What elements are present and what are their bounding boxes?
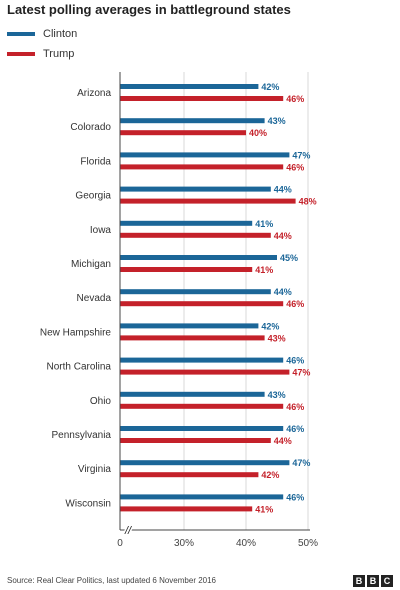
bar-clinton <box>120 494 284 500</box>
category-label: Wisconsin <box>65 498 111 509</box>
bar-clinton <box>120 84 259 89</box>
legend-item-clinton: Clinton <box>7 24 77 44</box>
data-label-clinton: 44% <box>274 185 292 195</box>
data-label-clinton: 46% <box>286 492 304 502</box>
data-label-trump: 46% <box>286 162 304 172</box>
bar-trump <box>120 438 271 443</box>
data-label-clinton: 46% <box>286 424 304 434</box>
data-label-clinton: 43% <box>268 116 286 126</box>
legend-label-clinton: Clinton <box>43 28 78 40</box>
bar-trump <box>120 472 259 478</box>
category-label: North Carolina <box>47 362 112 373</box>
bar-clinton <box>120 152 290 158</box>
data-label-trump: 44% <box>274 231 292 241</box>
bar-chart: Arizona42%46%Colorado43%40%Florida47%46%… <box>40 72 318 549</box>
data-label-trump: 48% <box>299 197 317 207</box>
legend-swatch-clinton <box>7 32 35 36</box>
category-label: Georgia <box>75 191 111 202</box>
legend: Clinton Trump <box>7 24 77 64</box>
x-tick-label: 50% <box>298 538 318 549</box>
bbc-logo-letter: C <box>381 575 393 587</box>
bar-trump <box>120 232 271 238</box>
bar-trump <box>120 369 290 375</box>
data-label-trump: 46% <box>286 94 304 104</box>
data-label-trump: 46% <box>286 402 304 412</box>
bar-clinton <box>120 118 265 124</box>
bar-trump <box>120 301 284 307</box>
bar-clinton <box>120 289 271 295</box>
category-label: Ohio <box>90 396 112 407</box>
bar-trump <box>120 335 265 341</box>
data-label-trump: 41% <box>255 265 273 275</box>
data-label-clinton: 46% <box>286 356 304 366</box>
data-label-trump: 46% <box>286 299 304 309</box>
bbc-logo-letter: B <box>353 575 365 587</box>
category-label: Michigan <box>71 259 111 270</box>
bar-trump <box>120 506 253 512</box>
category-label: Florida <box>80 156 111 167</box>
bar-trump <box>120 96 284 101</box>
data-label-clinton: 41% <box>255 219 273 229</box>
bar-clinton <box>120 186 271 192</box>
category-label: Virginia <box>78 464 112 475</box>
bar-clinton <box>120 426 284 431</box>
bar-clinton <box>120 460 290 466</box>
bar-clinton <box>120 357 284 363</box>
x-tick-label: 0 <box>117 538 123 549</box>
bar-trump <box>120 267 253 272</box>
data-label-trump: 40% <box>249 128 267 138</box>
data-label-clinton: 45% <box>280 253 298 263</box>
data-label-trump: 47% <box>292 368 310 378</box>
category-label: New Hampshire <box>40 327 112 338</box>
bar-trump <box>120 164 284 170</box>
category-label: Arizona <box>77 88 111 99</box>
data-label-trump: 43% <box>268 333 286 343</box>
bar-clinton <box>120 391 265 397</box>
x-tick-label: 40% <box>236 538 256 549</box>
bar-trump <box>120 403 284 409</box>
legend-swatch-trump <box>7 52 35 56</box>
data-label-clinton: 47% <box>292 458 310 468</box>
bar-clinton <box>120 220 253 226</box>
chart-title: Latest polling averages in battleground … <box>7 2 291 17</box>
data-label-clinton: 43% <box>268 390 286 400</box>
legend-item-trump: Trump <box>7 44 77 64</box>
data-label-clinton: 42% <box>261 82 279 92</box>
data-label-clinton: 42% <box>261 321 279 331</box>
category-label: Nevada <box>77 293 112 304</box>
bbc-logo-letter: B <box>367 575 379 587</box>
bbc-logo: B B C <box>353 575 393 587</box>
data-label-clinton: 44% <box>274 287 292 297</box>
data-label-clinton: 47% <box>292 150 310 160</box>
category-label: Iowa <box>90 225 112 236</box>
bar-trump <box>120 198 296 204</box>
axis-break: // <box>124 525 132 537</box>
x-tick-label: 30% <box>174 538 194 549</box>
legend-label-trump: Trump <box>43 48 75 60</box>
data-label-trump: 44% <box>274 436 292 446</box>
bar-clinton <box>120 255 277 260</box>
data-label-trump: 42% <box>261 470 279 480</box>
category-label: Pennsylvania <box>52 430 112 441</box>
bar-trump <box>120 130 246 136</box>
category-label: Colorado <box>70 122 111 133</box>
source-note: Source: Real Clear Politics, last update… <box>7 576 216 585</box>
bar-clinton <box>120 323 259 329</box>
data-label-trump: 41% <box>255 504 273 514</box>
